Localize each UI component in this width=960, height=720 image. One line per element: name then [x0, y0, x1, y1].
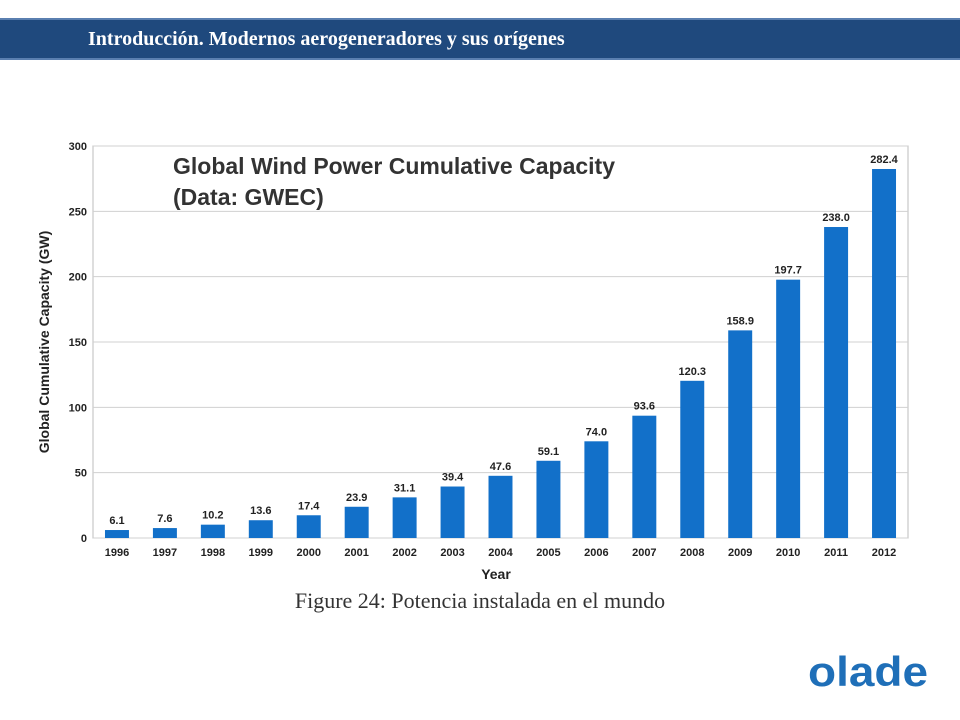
- bar: [824, 227, 849, 538]
- x-axis-label: Year: [481, 566, 511, 582]
- x-tick-label: 1999: [249, 547, 273, 559]
- bar: [344, 506, 369, 538]
- data-label: 10.2: [202, 510, 223, 522]
- x-tick-label: 2012: [872, 547, 896, 559]
- bar: [440, 486, 465, 538]
- figure-caption: Figure 24: Potencia instalada en el mund…: [294, 588, 666, 613]
- bar: [872, 168, 897, 539]
- bar: [152, 528, 177, 538]
- bar: [296, 515, 321, 538]
- y-tick-label: 250: [69, 206, 87, 218]
- bar: [776, 279, 801, 538]
- data-label: 39.4: [442, 472, 464, 484]
- gridlines: [93, 145, 908, 539]
- bar-chart: 0 50 100 150 200 250 300 1996 1997 1998 1999 2000 2…: [36, 141, 909, 582]
- bar: [680, 380, 705, 538]
- y-tick-label: 200: [69, 272, 87, 284]
- header-bar: Introducción. Modernos aerogeneradores y…: [0, 18, 960, 60]
- data-label: 238.0: [822, 212, 850, 224]
- data-label: 74.0: [586, 426, 607, 438]
- data-label: 93.6: [634, 401, 655, 413]
- data-label: 47.6: [490, 461, 511, 473]
- y-tick-label: 300: [69, 141, 87, 153]
- chart-container: 0 50 100 150 200 250 300 1996 1997 1998 1999 2000 2…: [30, 130, 910, 590]
- data-label: 13.6: [250, 505, 271, 517]
- logo-text: olade: [808, 648, 928, 695]
- x-tick-label: 2007: [632, 547, 656, 559]
- data-label: 23.9: [346, 492, 367, 504]
- data-label: 59.1: [538, 446, 559, 458]
- y-tick-label: 100: [69, 402, 87, 414]
- x-tick-label: 2010: [776, 547, 800, 559]
- data-label: 282.4: [870, 154, 898, 166]
- bar: [584, 441, 609, 538]
- x-tick-label: 1997: [153, 547, 177, 559]
- y-tick-label: 50: [75, 468, 87, 480]
- slide-title: Introducción. Modernos aerogeneradores y…: [88, 28, 565, 50]
- bars: [104, 168, 897, 539]
- bar: [104, 530, 129, 538]
- x-tick-label: 2000: [296, 547, 320, 559]
- x-tick-label: 2011: [824, 547, 848, 559]
- x-tick-label: 2002: [392, 547, 416, 559]
- data-label: 197.7: [774, 265, 802, 277]
- data-label: 17.4: [298, 500, 320, 512]
- chart-title-line1: Global Wind Power Cumulative Capacity: [173, 153, 615, 179]
- chart-title-line2: (Data: GWEC): [173, 184, 324, 210]
- y-tick-label: 150: [69, 337, 87, 349]
- y-tick-label: 0: [81, 533, 87, 545]
- x-tick-label: 2005: [536, 547, 560, 559]
- bar: [392, 497, 417, 538]
- data-label: 6.1: [109, 515, 124, 527]
- bar: [632, 415, 657, 538]
- data-label: 120.3: [678, 366, 706, 378]
- x-tick-label: 1996: [105, 547, 129, 559]
- bar: [536, 460, 561, 538]
- bar: [488, 475, 513, 538]
- data-labels: 6.1 7.6 10.2 13.6 17.4 23.9 31.1 39.4 47.6 59.1 74…: [109, 154, 898, 527]
- x-tick-label: 2003: [440, 547, 464, 559]
- x-tick-label: 1998: [201, 547, 225, 559]
- x-tick-label: 2009: [728, 547, 752, 559]
- y-axis-label: Global Cumulative Capacity (GW): [36, 231, 52, 453]
- olade-logo: olade: [808, 648, 928, 695]
- data-label: 158.9: [726, 315, 754, 327]
- x-tick-label: 2008: [680, 547, 704, 559]
- data-label: 31.1: [394, 482, 415, 494]
- x-tick-label: 2001: [344, 547, 368, 559]
- x-tick-label: 2004: [488, 547, 513, 559]
- data-label: 7.6: [157, 513, 172, 525]
- bar: [728, 330, 753, 538]
- y-tick-labels: 0 50 100 150 200 250 300: [69, 141, 87, 545]
- bar: [200, 524, 225, 538]
- bar: [248, 520, 273, 538]
- x-tick-label: 2006: [584, 547, 608, 559]
- x-tick-labels: 1996 1997 1998 1999 2000 2001 2002 2003 2004 2005…: [105, 547, 897, 559]
